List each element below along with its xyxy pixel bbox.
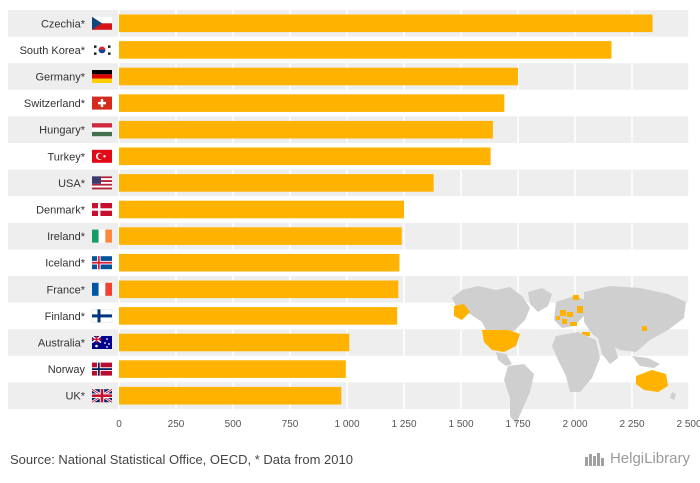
bar-south-korea[interactable] <box>119 41 612 59</box>
category-label: Denmark* <box>36 205 86 217</box>
world-map-image <box>452 286 686 424</box>
bar-uk[interactable] <box>119 386 342 405</box>
category-label: Ireland* <box>47 231 86 243</box>
category-label: Norway <box>48 364 86 376</box>
france-flag-icon <box>92 282 112 296</box>
x-tick-label: 1 000 <box>334 419 359 430</box>
south-korea-flag-icon <box>92 43 112 57</box>
x-tick-label: 750 <box>282 419 299 430</box>
category-label: Turkey* <box>48 151 86 163</box>
bar-switzerland[interactable] <box>119 94 505 112</box>
bar-denmark[interactable] <box>119 200 404 219</box>
bar-ireland[interactable] <box>119 227 402 245</box>
australia-flag-icon <box>91 335 112 349</box>
norway-flag-icon <box>92 362 112 376</box>
x-tick-label: 500 <box>225 419 242 430</box>
country-flags <box>91 16 113 404</box>
bars <box>119 14 653 405</box>
bar-hungary[interactable] <box>119 120 493 139</box>
x-tick-label: 2 250 <box>619 419 644 430</box>
category-label: Finland* <box>45 311 86 323</box>
x-tick-label: 2 500 <box>676 419 700 430</box>
bar-usa[interactable] <box>119 174 434 192</box>
x-axis-tick-labels: 0 250 500 750 1 000 1 250 1 500 1 750 2 000 2 250… <box>116 419 700 430</box>
bar-norway[interactable] <box>119 360 346 378</box>
category-label: Hungary* <box>39 125 86 137</box>
czechia-flag-icon <box>92 16 112 30</box>
bar-czechia[interactable] <box>119 14 653 33</box>
category-label: France* <box>46 284 85 296</box>
brand-logo[interactable]: HelgiLibrary <box>584 450 690 467</box>
bar-chart: Czechia* South Korea* Germany* Switzerland*… <box>8 10 700 430</box>
bar-finland[interactable] <box>119 307 398 325</box>
category-labels: Czechia* South Korea* Germany* Switzerland*… <box>20 18 86 402</box>
x-tick-label: 1 750 <box>505 419 530 430</box>
bar-turkey[interactable] <box>119 147 491 166</box>
category-label: USA* <box>58 178 86 190</box>
category-label: Iceland* <box>45 258 85 270</box>
iceland-flag-icon <box>92 256 112 270</box>
uk-flag-icon <box>91 388 113 404</box>
ireland-flag-icon <box>92 229 112 243</box>
x-tick-label: 0 <box>116 419 122 430</box>
hungary-flag-icon <box>92 123 112 137</box>
bar-germany[interactable] <box>119 67 518 86</box>
bar-france[interactable] <box>119 280 399 299</box>
denmark-flag-icon <box>92 203 112 216</box>
category-label: Switzerland* <box>24 98 86 110</box>
category-label: South Korea* <box>20 45 86 57</box>
bar-iceland[interactable] <box>119 253 400 272</box>
source-note: Source: National Statistical Office, OEC… <box>10 452 353 467</box>
x-tick-label: 250 <box>168 419 185 430</box>
brand-name: HelgiLibrary <box>609 450 690 467</box>
x-tick-label: 2 000 <box>562 419 587 430</box>
switzerland-flag-icon <box>92 96 112 110</box>
category-label: UK* <box>65 391 85 403</box>
x-tick-label: 1 250 <box>391 419 416 430</box>
germany-flag-icon <box>92 70 112 83</box>
category-label: Czechia* <box>41 18 86 30</box>
x-tick-label: 1 500 <box>448 419 473 430</box>
category-label: Australia* <box>38 338 86 350</box>
bar-australia[interactable] <box>119 333 350 352</box>
finland-flag-icon <box>91 309 113 323</box>
turkey-flag-icon <box>92 149 112 163</box>
category-label: Germany* <box>35 72 85 84</box>
usa-flag-icon <box>92 176 112 190</box>
library-icon <box>584 452 604 466</box>
